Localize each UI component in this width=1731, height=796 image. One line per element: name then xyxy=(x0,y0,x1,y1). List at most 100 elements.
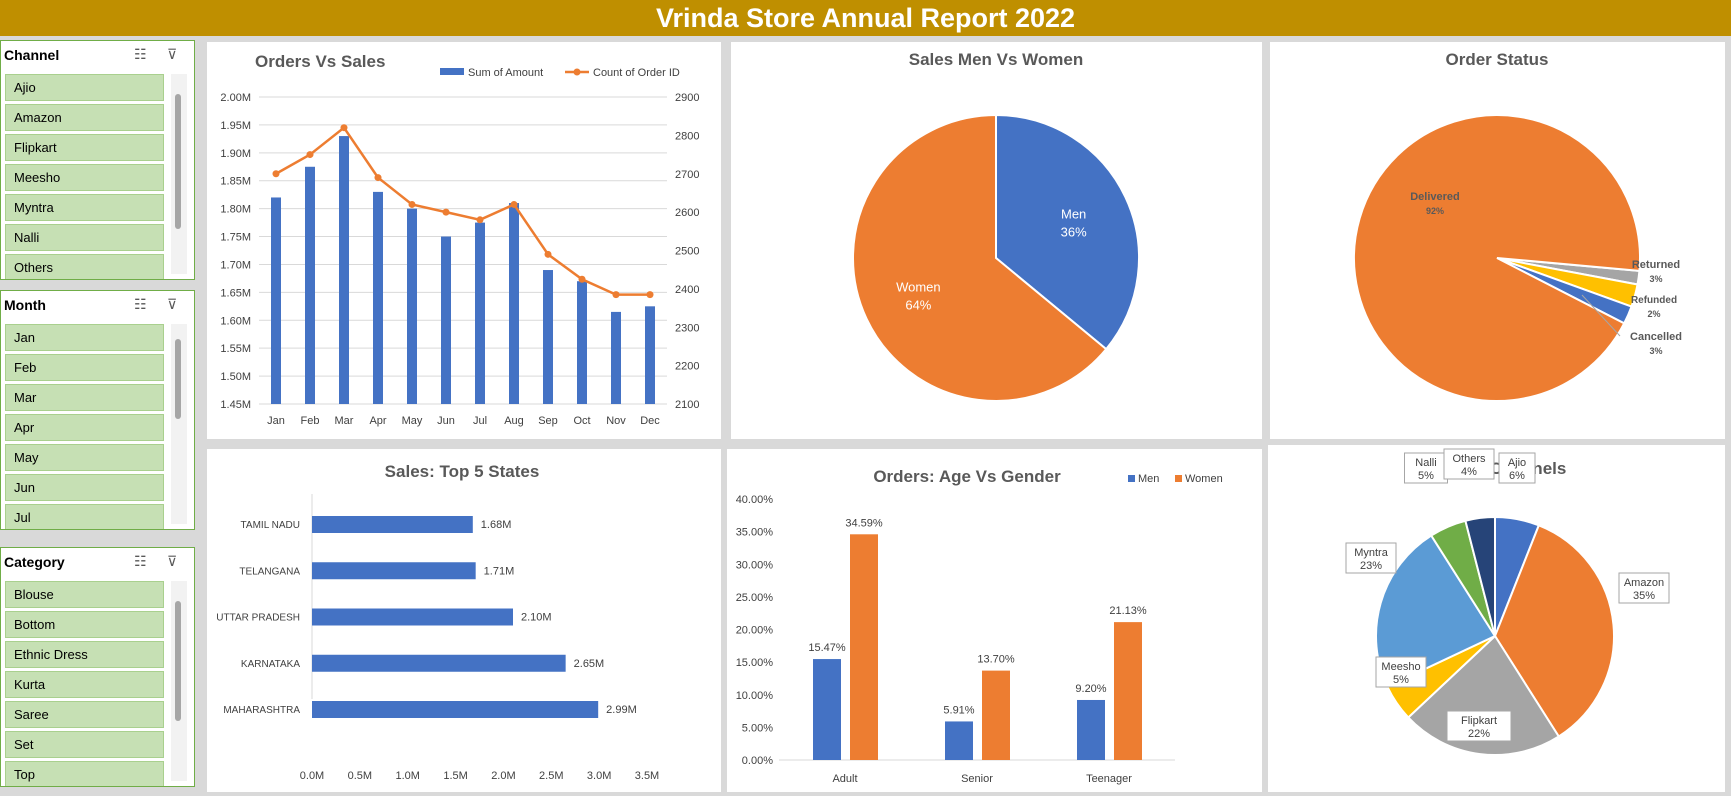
slice-label: Men xyxy=(1061,206,1086,221)
y-tick-label: 25.00% xyxy=(736,592,774,604)
slicer-item-blouse[interactable]: Blouse xyxy=(5,581,164,608)
scrollbar-thumb[interactable] xyxy=(175,601,181,721)
y2-tick-label: 2100 xyxy=(675,399,699,411)
y2-tick-label: 2500 xyxy=(675,246,699,258)
point-apr xyxy=(374,174,382,182)
y-tick-label: 1.65M xyxy=(220,287,251,299)
slicer-header: Channel ☷ ⊽ xyxy=(1,41,194,69)
slicer-item-feb[interactable]: Feb xyxy=(5,354,164,381)
clear-filter-icon[interactable]: ⊽ xyxy=(167,553,178,569)
multi-select-icon[interactable]: ☷ xyxy=(134,553,147,569)
slicer-item-amazon[interactable]: Amazon xyxy=(5,104,164,131)
data-callout-box xyxy=(1498,452,1536,484)
slicer-item-myntra[interactable]: Myntra xyxy=(5,194,164,221)
data-callout-box xyxy=(1443,448,1495,480)
slicer-title: Category xyxy=(4,554,65,570)
slice-percent: 92% xyxy=(1426,206,1444,216)
x-tick-label: Apr xyxy=(369,415,386,427)
y-tick-label: 5.00% xyxy=(742,722,773,734)
slicer-item-mar[interactable]: Mar xyxy=(5,384,164,411)
y-tick-label: 1.85M xyxy=(220,176,251,188)
slicer-item-set[interactable]: Set xyxy=(5,731,164,758)
bar-value-label: 5.91% xyxy=(943,704,974,716)
clear-filter-icon[interactable]: ⊽ xyxy=(167,46,178,62)
slicer-item-flipkart[interactable]: Flipkart xyxy=(5,134,164,161)
slice-percent: 35% xyxy=(1633,590,1655,602)
bar-teenager-men xyxy=(1077,699,1105,760)
slicer-item-ethnic-dress[interactable]: Ethnic Dress xyxy=(5,641,164,668)
multi-select-icon[interactable]: ☷ xyxy=(134,296,147,312)
bar-oct xyxy=(577,281,587,404)
x-tick-label: Sep xyxy=(538,415,558,427)
slice-others xyxy=(1464,515,1496,637)
slicer-item-kurta[interactable]: Kurta xyxy=(5,671,164,698)
slicer-item-may[interactable]: May xyxy=(5,444,164,471)
bar-mar xyxy=(339,136,349,404)
x-tick-label: Dec xyxy=(640,415,660,427)
slicer-channel: Channel ☷ ⊽ Ajio Amazon Flipkart Meesho … xyxy=(0,40,195,280)
slicer-item-nalli[interactable]: Nalli xyxy=(5,224,164,251)
slicer-scrollbar[interactable] xyxy=(171,324,187,524)
slicer-item-saree[interactable]: Saree xyxy=(5,701,164,728)
slicer-header: Category ☷ ⊽ xyxy=(1,548,194,576)
slice-flipkart xyxy=(1406,634,1561,756)
clear-filter-icon[interactable]: ⊽ xyxy=(167,296,178,312)
bar-jun xyxy=(441,236,451,404)
scrollbar-thumb[interactable] xyxy=(175,94,181,229)
slicer-scrollbar[interactable] xyxy=(171,581,187,781)
report-title: Vrinda Store Annual Report 2022 xyxy=(0,0,1731,36)
slicer-item-jun[interactable]: Jun xyxy=(5,474,164,501)
bar-value-label: 1.71M xyxy=(484,565,515,577)
legend-swatch-women xyxy=(1175,475,1182,482)
data-callout-box xyxy=(1618,572,1670,604)
slicer-item-apr[interactable]: Apr xyxy=(5,414,164,441)
scrollbar-thumb[interactable] xyxy=(175,339,181,419)
slicer-scrollbar[interactable] xyxy=(171,74,187,274)
x-tick-label: 1.0M xyxy=(395,770,419,782)
slice-men xyxy=(995,113,1140,351)
panel-sales-men-women: Sales Men Vs Women Men 36% Women 64% xyxy=(731,42,1262,439)
bar-maharashtra xyxy=(312,701,599,718)
bar-jan xyxy=(271,197,281,404)
x-tick-label: Jan xyxy=(267,415,285,427)
slice-label: Returned xyxy=(1632,259,1680,271)
bar-telangana xyxy=(312,562,476,580)
x-tick-label: 0.0M xyxy=(300,770,324,782)
x-tick-label: 0.5M xyxy=(348,770,372,782)
y-tick-label: TAMIL NADU xyxy=(241,520,300,531)
y-tick-label: 10.00% xyxy=(736,690,774,702)
line-orders xyxy=(275,125,650,296)
multi-select-icon[interactable]: ☷ xyxy=(134,46,147,62)
x-tick-label: 3.5M xyxy=(635,770,659,782)
y-tick-label: 1.95M xyxy=(220,120,251,132)
x-tick-label: 3.0M xyxy=(587,770,611,782)
slicer-item-ajio[interactable]: Ajio xyxy=(5,74,164,101)
point-nov xyxy=(612,291,620,299)
slicer-item-jan[interactable]: Jan xyxy=(5,324,164,351)
slice-percent: 64% xyxy=(905,298,931,313)
legend-swatch-men xyxy=(1128,475,1135,482)
slicer-item-meesho[interactable]: Meesho xyxy=(5,164,164,191)
slice-label: Myntra xyxy=(1354,547,1389,559)
slicer-item-others[interactable]: Others xyxy=(5,254,164,279)
slice-percent: 5% xyxy=(1393,674,1409,686)
bar-value-label: 2.10M xyxy=(521,612,552,624)
bar-value-label: 9.20% xyxy=(1075,683,1106,695)
x-tick-label: Jul xyxy=(473,415,487,427)
bar-may xyxy=(407,208,417,404)
x-tick-label: Feb xyxy=(301,415,320,427)
bar-sep xyxy=(543,270,553,404)
slicer-item-jul[interactable]: Jul xyxy=(5,504,164,529)
chart-title: Orders: Age Vs Gender xyxy=(873,467,1061,486)
bar-value-label: 2.65M xyxy=(574,658,605,670)
slice-label: Amazon xyxy=(1624,577,1664,589)
slicer-item-top[interactable]: Top xyxy=(5,761,164,786)
slicer-item-bottom[interactable]: Bottom xyxy=(5,611,164,638)
chart-title: Sales Men Vs Women xyxy=(909,50,1083,69)
x-tick-label: 1.5M xyxy=(443,770,467,782)
slice-percent: 6% xyxy=(1509,470,1525,482)
bar-value-label: 21.13% xyxy=(1109,605,1147,617)
y-tick-label: KARNATAKA xyxy=(241,659,300,670)
bar-apr xyxy=(373,191,383,404)
slice-percent: 2% xyxy=(1647,309,1660,319)
